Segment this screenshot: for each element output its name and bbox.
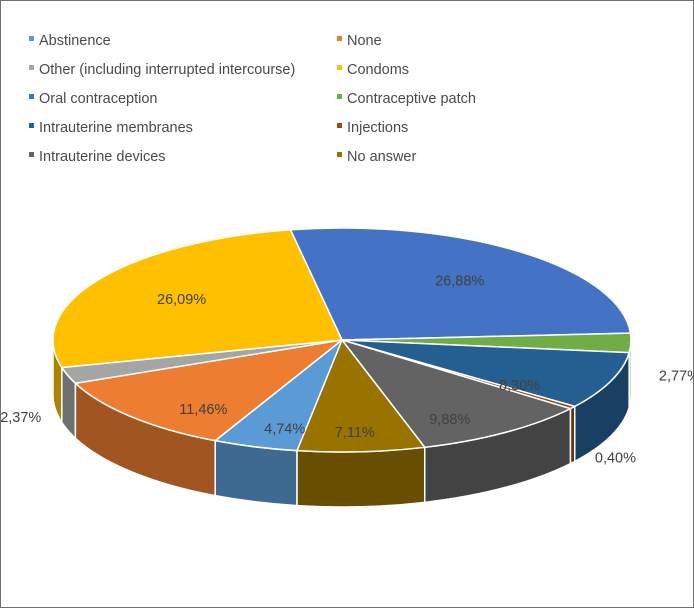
pie-slice-intrauterine-devices bbox=[341, 339, 572, 449]
data-label-no-answer: 7,11% bbox=[335, 425, 375, 441]
pie-slice-no-answer bbox=[296, 339, 426, 453]
legend-item-none: None bbox=[337, 33, 382, 49]
pie-top-slices bbox=[52, 227, 632, 453]
legend: Abstinence None Other (including interrupt… bbox=[29, 33, 476, 165]
legend-label: Contraceptive patch bbox=[347, 91, 476, 107]
legend-swatch bbox=[29, 123, 34, 128]
legend-label: Intrauterine membranes bbox=[39, 120, 193, 136]
legend-item-other-including-interrupted-intercourse: Other (including interrupted intercourse… bbox=[29, 62, 295, 78]
legend-swatch bbox=[29, 65, 34, 70]
legend-label: Intrauterine devices bbox=[39, 149, 166, 165]
pie-slice-intrauterine-membranes bbox=[341, 339, 630, 408]
legend-swatch bbox=[29, 152, 34, 157]
legend-item-contraceptive-patch: Contraceptive patch bbox=[337, 91, 476, 107]
legend-label: Other (including interrupted intercourse… bbox=[39, 62, 295, 78]
legend-label: Abstinence bbox=[39, 33, 111, 49]
legend-swatch bbox=[337, 152, 342, 157]
legend-item-intrauterine-membranes: Intrauterine membranes bbox=[29, 120, 193, 136]
pie-side-walls bbox=[52, 339, 632, 508]
legend-item-no-answer: No answer bbox=[337, 149, 416, 165]
data-label-none: 11,46% bbox=[179, 402, 227, 418]
pie-slice-condoms bbox=[52, 229, 343, 369]
data-label-other-including-interrupted-intercourse: 2,37% bbox=[1, 410, 41, 426]
legend-swatch bbox=[29, 36, 34, 41]
data-label-intrauterine-membranes: 8,30% bbox=[499, 378, 540, 394]
data-label-intrauterine-devices: 9,88% bbox=[429, 412, 470, 428]
pie-wall-no-answer bbox=[296, 446, 426, 508]
pie-slice-none bbox=[74, 339, 343, 442]
data-label-injections: 0,40% bbox=[595, 450, 636, 466]
legend-label: Injections bbox=[347, 120, 408, 136]
legend-label: None bbox=[347, 33, 382, 49]
legend-item-intrauterine-devices: Intrauterine devices bbox=[29, 149, 166, 165]
data-label-contraceptive-patch: 2,77% bbox=[659, 369, 694, 385]
legend-swatch bbox=[337, 36, 342, 41]
legend-item-oral-contraception: Oral contraception bbox=[29, 91, 157, 107]
legend-label: Condoms bbox=[347, 62, 409, 78]
legend-label: No answer bbox=[347, 149, 416, 165]
pie-data-labels: 26,88% 2,77% 8,30% 0,40% 9,88% 7,11% 4,74% 11,4… bbox=[1, 274, 694, 467]
legend-swatch bbox=[337, 123, 342, 128]
legend-swatch bbox=[337, 94, 342, 99]
legend-item-abstinence: Abstinence bbox=[29, 33, 111, 49]
data-label-abstinence: 4,74% bbox=[264, 422, 305, 438]
pie-slice-oral-contraception bbox=[289, 227, 632, 341]
data-label-condoms: 26,09% bbox=[157, 292, 206, 308]
legend-swatch bbox=[337, 65, 342, 70]
legend-swatch bbox=[29, 94, 34, 99]
legend-item-condoms: Condoms bbox=[337, 62, 409, 78]
legend-label: Oral contraception bbox=[39, 91, 157, 107]
legend-item-injections: Injections bbox=[337, 120, 408, 136]
data-label-oral-contraception: 26,88% bbox=[435, 274, 484, 290]
